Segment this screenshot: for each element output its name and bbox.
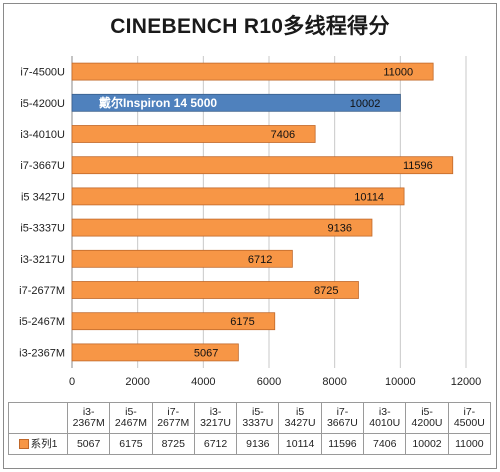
highlight-annotation: 戴尔Inspiron 14 5000 <box>99 95 217 110</box>
data-table-value-cell: 7406 <box>363 433 407 455</box>
data-table-value-cell: 6175 <box>109 433 153 455</box>
data-table-header-cell: i7- 2677M <box>151 402 195 434</box>
category-label: i7-3667U <box>20 160 65 172</box>
data-table-value-cell: 5067 <box>66 433 111 455</box>
category-label: i5 3427U <box>21 191 65 203</box>
data-table-value-cell: 11596 <box>320 433 365 455</box>
category-label: i7-4500U <box>20 67 65 79</box>
data-label: 11596 <box>403 160 433 172</box>
data-table-header-cell: i3- 2367M <box>66 402 111 434</box>
bar <box>71 343 239 362</box>
x-tick-label: 6000 <box>257 376 281 388</box>
legend-swatch <box>18 438 29 449</box>
x-tick-label: 2000 <box>125 376 149 388</box>
bar <box>71 156 454 175</box>
bar <box>71 62 434 81</box>
x-tick-label: 10000 <box>385 376 416 388</box>
data-table-header-cell: i3- 4010U <box>363 402 407 434</box>
data-table-value-cell: 11000 <box>447 433 491 455</box>
category-label: i3-3217U <box>20 254 65 266</box>
data-label: 6175 <box>230 316 254 328</box>
data-table-series-cell: 系列1 <box>8 433 68 455</box>
chart-title: CINEBENCH R10多线程得分 <box>110 15 390 38</box>
data-table-header-cell: i5- 3337U <box>236 402 280 434</box>
data-table-value-cell: 8725 <box>151 433 195 455</box>
data-label: 6712 <box>248 254 272 266</box>
data-label: 11000 <box>383 67 413 79</box>
category-label: i3-4010U <box>20 129 65 141</box>
bar <box>71 93 401 112</box>
data-table-value-cell: 9136 <box>236 433 280 455</box>
bar <box>71 312 276 331</box>
category-label: i3-2367M <box>19 347 65 359</box>
bar <box>71 125 316 143</box>
data-label: 5067 <box>194 347 218 359</box>
data-label: 10114 <box>354 191 384 203</box>
x-tick-label: 4000 <box>191 376 215 388</box>
data-table-value-cell: 10114 <box>278 433 322 455</box>
data-table-header-cell: i7- 3667U <box>320 402 365 434</box>
data-label: 10002 <box>350 98 381 110</box>
data-label: 9136 <box>327 223 351 235</box>
bar <box>71 187 405 206</box>
data-table-header-cell: i5 3427U <box>278 402 322 434</box>
x-tick-label: 8000 <box>322 376 346 388</box>
category-label: i7-2677M <box>19 285 65 297</box>
data-label: 7406 <box>271 129 295 141</box>
data-table-value-cell: 6712 <box>193 433 238 455</box>
category-label: i5-4200U <box>20 98 65 110</box>
bar <box>71 218 373 237</box>
data-table-header-cell: i3- 3217U <box>193 402 238 434</box>
data-table-header-cell: i5- 4200U <box>405 402 449 434</box>
bar <box>71 249 293 268</box>
x-tick-label: 0 <box>69 376 75 388</box>
data-table-header-row: i3- 2367M i5- 2467M i7- 2677M i3- 3217U i5- 3337U… <box>8 402 491 434</box>
bar <box>71 281 359 299</box>
bar-chart-plot: 0 2000 4000 6000 8000 10000 12000 i3-2367M 5067 i… <box>19 56 482 388</box>
category-label: i5-2467M <box>19 316 65 328</box>
data-table-header-cell: i5- 2467M <box>109 402 153 434</box>
data-table: i3- 2367M i5- 2467M i7- 2677M i3- 3217U i5- 3337U… <box>8 402 491 455</box>
legend-series-name: 系列1 <box>30 437 58 450</box>
x-tick-label: 12000 <box>451 376 482 388</box>
category-label: i5-3337U <box>20 223 65 235</box>
data-table-value-row: 系列1 5067 6175 8725 6712 9136 10114 11596 7406 10… <box>8 433 491 455</box>
data-table-corner <box>8 402 68 434</box>
data-label: 8725 <box>314 285 338 297</box>
data-table-value-cell: 10002 <box>405 433 449 455</box>
data-table-header-cell: i7- 4500U <box>447 402 491 434</box>
